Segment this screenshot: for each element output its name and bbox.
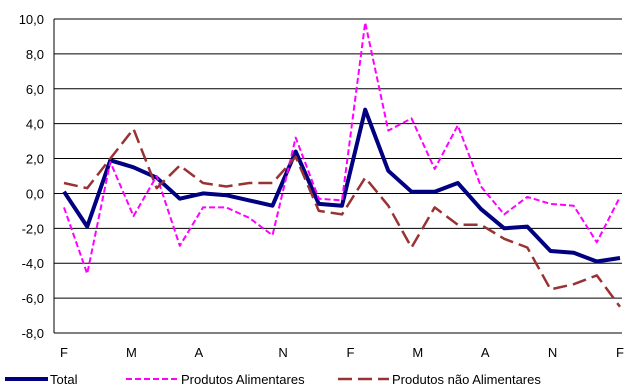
y-tick-label: 2,0	[26, 152, 44, 167]
y-tick-label: 8,0	[26, 47, 44, 62]
y-tick-label: 4,0	[26, 117, 44, 132]
series-line-produtos-n-o-alimentares	[63, 127, 622, 308]
legend-label: Produtos Alimentares	[181, 372, 305, 387]
x-tick-label: A	[194, 345, 203, 360]
y-tick-labels: 10,0 8,0 6,0 4,0 2,0 0,0 -2,0 -4,0 -6,0 -8,0	[19, 12, 44, 341]
series-line-total	[62, 107, 621, 264]
legend-label: Total	[50, 372, 78, 387]
gridlines	[54, 18, 622, 334]
series-line-produtos-alimentares	[63, 21, 621, 275]
y-tick-label: -2,0	[22, 221, 44, 236]
x-tick-label: F	[60, 345, 68, 360]
x-tick-label: A	[481, 345, 490, 360]
x-tick-label: N	[278, 345, 287, 360]
legend-label: Produtos não Alimentares	[392, 372, 541, 387]
axes	[53, 19, 622, 334]
y-tick-label: -6,0	[22, 291, 44, 306]
y-tick-label: -8,0	[22, 326, 44, 341]
legend: Total Produtos Alimentares Produtos não Al…	[5, 372, 541, 387]
y-tick-label: 10,0	[19, 12, 44, 27]
series-lines	[62, 21, 622, 308]
x-tick-label: F	[616, 345, 624, 360]
y-tick-label: 6,0	[26, 82, 44, 97]
y-tick-label: 0,0	[26, 186, 44, 201]
y-tick-label: -4,0	[22, 256, 44, 271]
x-tick-label: F	[346, 345, 354, 360]
x-tick-label: N	[548, 345, 557, 360]
x-tick-label: M	[126, 345, 137, 360]
x-tick-label: M	[412, 345, 423, 360]
